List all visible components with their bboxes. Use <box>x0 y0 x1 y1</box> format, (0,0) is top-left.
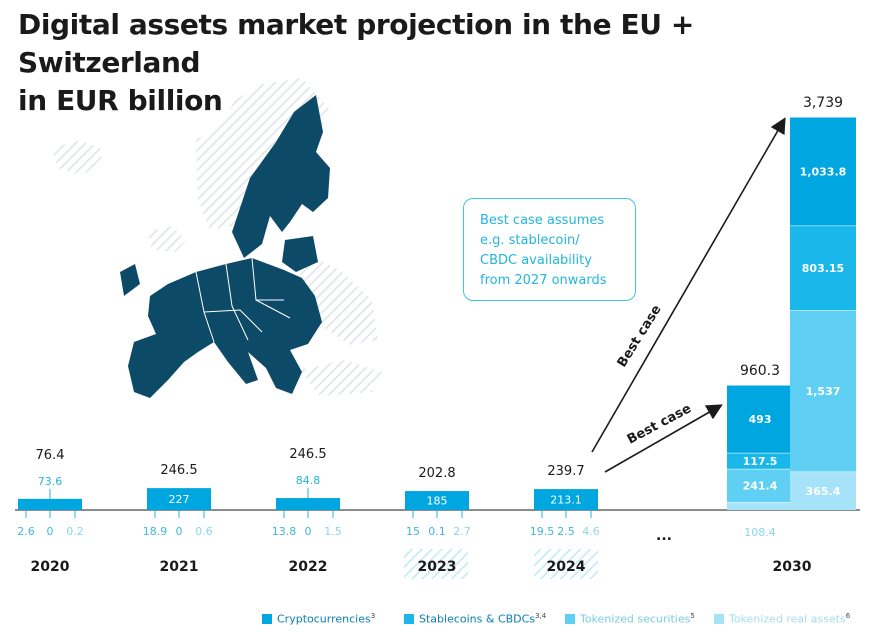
legend-item-real-assets: Tokenized real assets6 <box>714 612 850 626</box>
bar-total: 202.8 <box>418 466 455 481</box>
bar-segment-tokenized-securities-2030 <box>790 310 856 472</box>
bar-segment-value: 803.15 <box>802 262 844 275</box>
year-hatch-2024 <box>534 549 598 579</box>
map-scandinavia <box>232 95 330 258</box>
x-tick-label-2023: 2023 <box>418 559 457 575</box>
bar-segment-tokenized-real-assets-2030 <box>790 471 856 510</box>
bar-total: 76.4 <box>36 448 65 463</box>
bar-total: 246.5 <box>160 463 197 478</box>
bar-crypto-2023 <box>405 491 469 510</box>
legend-label: Tokenized securities <box>580 612 691 626</box>
callout-line2: e.g. stablecoin/ <box>480 233 580 248</box>
bar-value-crypto: 227 <box>169 493 190 506</box>
bar-segment-cryptocurrencies-2030 <box>790 116 856 226</box>
bar-small-value: 4.6 <box>582 525 600 538</box>
map-hatch-iceland <box>52 140 103 175</box>
legend-label: Cryptocurrencies <box>277 612 371 626</box>
legend-item-crypto: Cryptocurrencies3 <box>262 612 375 626</box>
map-hatch-southwest <box>148 226 186 252</box>
bar-small-value: 2.6 <box>17 525 35 538</box>
bar-small-value: 0 <box>47 525 54 538</box>
chart-title-line1: Digital assets market projection in the … <box>18 8 694 79</box>
x-tick-label-2021: 2021 <box>160 559 199 575</box>
x-tick-label-2030: 2030 <box>773 559 812 575</box>
best-case-callout: Best case assumes e.g. stablecoin/ CBDC … <box>463 198 636 334</box>
map-ireland <box>120 264 140 296</box>
bar-small-value: 0 <box>176 525 183 538</box>
chart-bars <box>18 116 856 518</box>
bar-segment-tokenized-real-assets-2030 <box>727 502 793 510</box>
legend-sup: 3,4 <box>535 612 547 620</box>
bar-segment-value: 365.4 <box>806 485 841 498</box>
bar-small-value: 2.7 <box>453 525 471 538</box>
year-hatch-2023 <box>404 549 468 579</box>
legend-swatch <box>565 613 575 624</box>
map-mainland <box>128 258 322 398</box>
bar-crypto-2020 <box>18 498 82 510</box>
bar-crypto-2024 <box>534 489 598 510</box>
legend-item-securities: Tokenized securities5 <box>565 612 695 626</box>
legend-label: Stablecoins & CBDCs <box>419 612 536 626</box>
bar-total: 960.3 <box>740 363 780 379</box>
chart-labels: 73.6 76.4 2.6 0 0.2 227 246.5 18.9 0 0.6 84.8 246.5… <box>17 95 846 575</box>
bar-total: 239.7 <box>547 464 584 479</box>
bar-small-value: 0.1 <box>428 525 446 538</box>
bar-value-crypto: 185 <box>427 495 448 508</box>
bar-segment-value: 1,033.8 <box>800 165 847 178</box>
bar-segment-value: 241.4 <box>743 479 778 492</box>
bar-segment-cryptocurrencies-2030 <box>727 385 793 453</box>
legend-sup: 3 <box>370 612 376 620</box>
map-borders <box>195 257 291 343</box>
bar-segment-stablecoins-cbdcs-2030 <box>790 225 856 311</box>
bar-crypto-2021 <box>147 488 211 510</box>
callout-line1: Best case assumes <box>480 213 605 228</box>
legend-item-stablecoins: Stablecoins & CBDCs3,4 <box>404 612 546 626</box>
x-tick-label-2024: 2024 <box>547 559 586 575</box>
bar-total: 3,739 <box>803 95 843 111</box>
legend-swatch <box>262 613 272 624</box>
legend-sup: 6 <box>845 612 851 620</box>
x-tick-label-2020: 2020 <box>31 559 70 575</box>
chart-title-line2: in EUR billion <box>18 84 223 117</box>
bar-segment-value: 117.5 <box>743 455 778 468</box>
chart-title: Digital assets market projection in the … <box>18 6 868 120</box>
bar-value-crypto: 213.1 <box>550 494 582 507</box>
bar-crypto-2022 <box>276 498 340 510</box>
legend-sup: 5 <box>690 612 695 620</box>
legend: Cryptocurrencies3 Stablecoins & CBDCs3,4… <box>262 612 867 630</box>
bar-small-value: 0 <box>305 525 312 538</box>
europe-map <box>52 78 382 398</box>
legend-swatch <box>404 613 414 624</box>
bar-small-value: 0.6 <box>195 525 213 538</box>
bar-small-value: 18.9 <box>143 525 168 538</box>
callout-line4: from 2027 onwards <box>480 273 607 288</box>
bar-segment-stablecoins-cbdcs-2030 <box>727 452 793 469</box>
bar-small-value: 15 <box>406 525 420 538</box>
bar-small-value: 1.5 <box>324 525 342 538</box>
bar-small-value: 13.8 <box>272 525 297 538</box>
bar-segment-value: 108.4 <box>744 526 776 539</box>
map-hatch-turkey <box>300 360 382 396</box>
arrow-label-steep: Best case <box>615 302 665 370</box>
bar-small-value: 2.5 <box>557 525 575 538</box>
x-tick-label-2022: 2022 <box>289 559 328 575</box>
bar-small-value: 0.2 <box>66 525 84 538</box>
callout-line3: CBDC availability <box>480 253 592 268</box>
legend-swatch <box>714 613 724 624</box>
ellipsis: ... <box>656 528 672 544</box>
bar-small-value: 19.5 <box>530 525 555 538</box>
arrow-best-case-shallow <box>604 404 723 473</box>
map-baltics <box>282 236 318 272</box>
bar-segment-value: 1,537 <box>806 385 841 398</box>
arrow-best-case-steep <box>591 117 786 453</box>
bar-total: 246.5 <box>289 447 326 462</box>
legend-label: Tokenized real assets <box>729 612 846 626</box>
bar-value-crypto: 73.6 <box>38 475 63 488</box>
bar-value-crypto: 84.8 <box>296 474 321 487</box>
bar-segment-value: 493 <box>749 413 772 426</box>
bar-segment-tokenized-securities-2030 <box>727 468 793 502</box>
